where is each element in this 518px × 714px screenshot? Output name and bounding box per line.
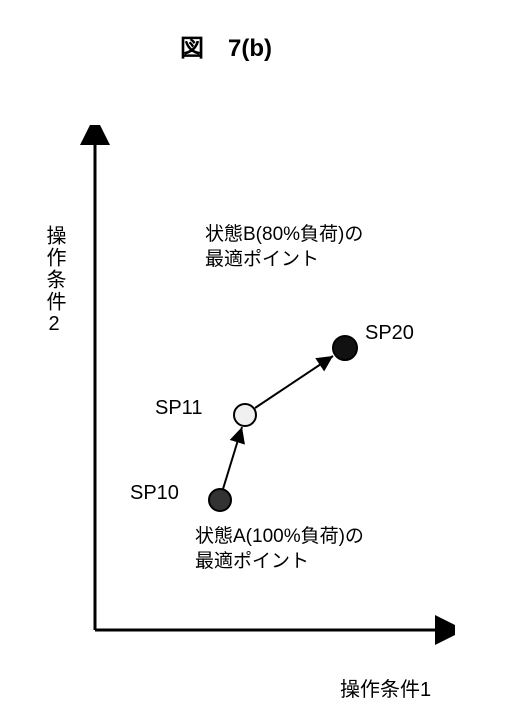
plot-area: SP10 SP11 SP20 状態B(80%負荷)の 最適ポイント 状態A(10… (75, 125, 455, 645)
figure-title: 図 7(b) (180, 28, 272, 63)
label-sp10: SP10 (130, 480, 179, 506)
point-sp11 (234, 404, 256, 426)
arrow-sp10-sp11 (223, 427, 242, 489)
point-sp10 (209, 489, 231, 511)
arrow-sp11-sp20 (255, 356, 333, 408)
figure-container: 図 7(b) 操作条件2 SP10 (0, 0, 518, 714)
y-axis-label: 操作条件2 (40, 225, 69, 337)
point-sp20 (333, 336, 357, 360)
annotation-state-a: 状態A(100%負荷)の 最適ポイント (195, 525, 364, 574)
annotation-state-b-line1: 状態B(80%負荷)の (205, 224, 363, 245)
annotation-state-a-line1: 状態A(100%負荷)の (195, 526, 364, 547)
x-axis-label: 操作条件1 (340, 673, 431, 702)
label-sp20: SP20 (365, 320, 414, 346)
annotation-state-b-line2: 最適ポイント (205, 249, 319, 270)
annotation-state-a-line2: 最適ポイント (195, 551, 309, 572)
annotation-state-b: 状態B(80%負荷)の 最適ポイント (205, 223, 363, 272)
label-sp11: SP11 (155, 395, 202, 421)
